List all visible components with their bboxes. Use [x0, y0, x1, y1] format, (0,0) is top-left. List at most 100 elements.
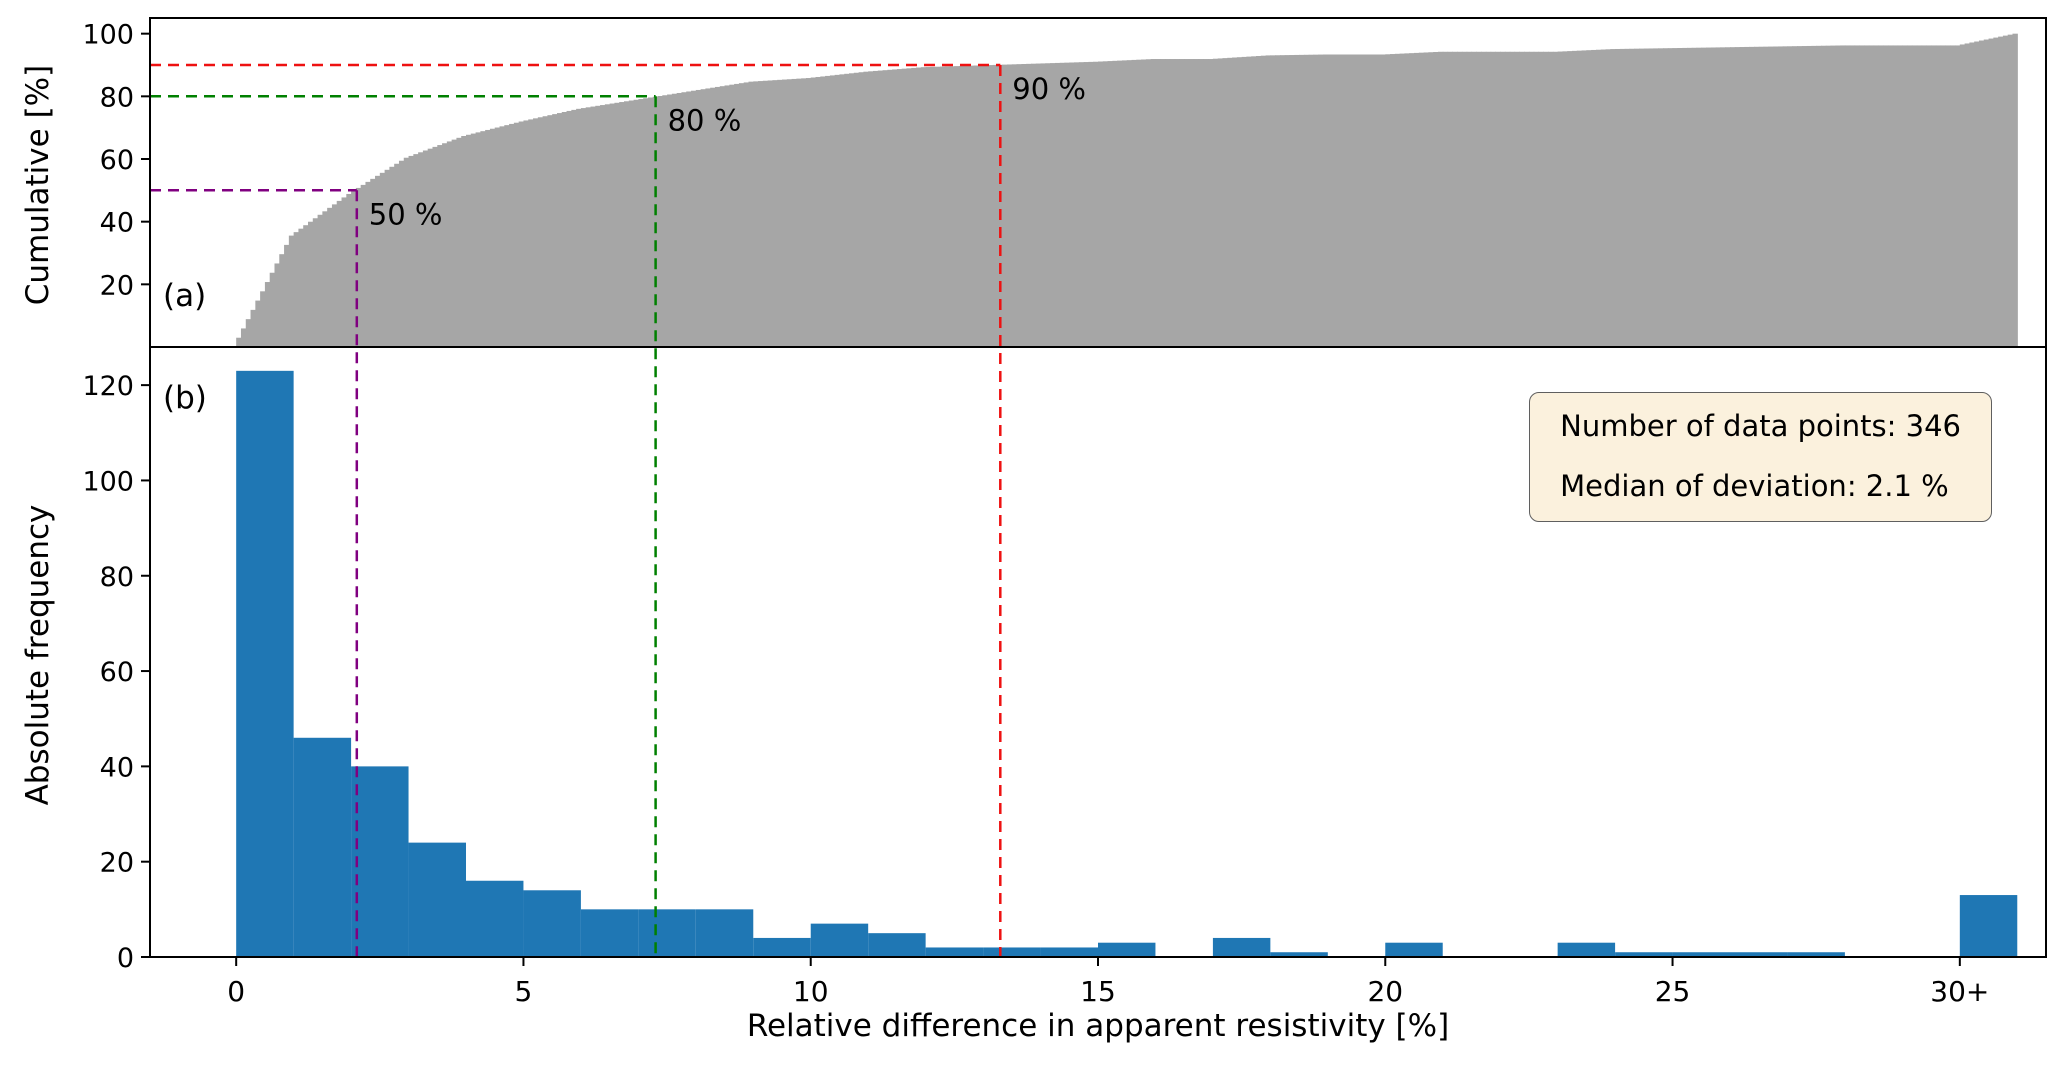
- cumulative-step: [1342, 54, 1348, 347]
- cumulative-step: [1806, 45, 1812, 347]
- histogram-bar: [638, 909, 696, 957]
- cumulative-step: [1227, 57, 1233, 347]
- cumulative-step: [1653, 48, 1659, 347]
- cumulative-step: [1533, 51, 1540, 347]
- cumulative-step: [1370, 54, 1377, 347]
- cumulative-step: [1619, 48, 1626, 347]
- cumulative-step: [513, 122, 520, 347]
- cumulative-step: [963, 65, 970, 347]
- cumulative-step: [422, 150, 429, 347]
- cumulative-step: [710, 87, 716, 347]
- cumulative-step: [494, 127, 501, 347]
- cumulative-step: [1509, 51, 1516, 347]
- cumulative-step: [552, 114, 558, 347]
- histogram-bar: [293, 737, 352, 957]
- cumulative-step: [820, 76, 826, 348]
- histogram-bar: [1212, 937, 1271, 957]
- cumulative-step: [1418, 52, 1425, 348]
- cumulative-step: [1093, 61, 1099, 348]
- histogram-bar: [523, 890, 581, 957]
- cumulative-step: [1591, 49, 1597, 347]
- cumulative-step: [1476, 51, 1482, 347]
- histogram-bar: [1040, 947, 1098, 957]
- cumulative-step: [1112, 60, 1118, 347]
- cumulative-step: [288, 235, 295, 347]
- percentile-markers: [150, 63, 1002, 957]
- histogram-bar: [1730, 952, 1788, 957]
- cumulative-step: [734, 83, 740, 348]
- cumulative-step: [1993, 37, 1999, 348]
- cumulative-step: [1313, 54, 1319, 348]
- cumulative-step: [1686, 47, 1693, 347]
- cumulative-step: [389, 166, 395, 347]
- cumulative-step: [1452, 51, 1458, 347]
- cumulative-step: [279, 254, 285, 347]
- cumulative-step: [1672, 48, 1678, 347]
- y-tick-label: 80: [100, 562, 134, 593]
- cumulative-step: [1466, 51, 1473, 347]
- cumulative-step: [1035, 63, 1042, 348]
- cumulative-step: [250, 309, 256, 347]
- x-tick-label: 25: [1655, 975, 1691, 1008]
- cumulative-step: [1543, 51, 1549, 347]
- cumulative-step: [1610, 49, 1616, 348]
- cumulative-step: [925, 67, 932, 348]
- cumulative-step: [949, 66, 955, 348]
- cumulative-step: [1241, 56, 1248, 347]
- cumulative-step: [485, 129, 491, 347]
- cumulative-step: [992, 64, 999, 347]
- cumulative-step: [1787, 46, 1793, 348]
- cumulative-step: [576, 108, 582, 347]
- cumulative-step: [1595, 49, 1602, 348]
- cumulative-step: [724, 85, 730, 347]
- cumulative-step: [1217, 58, 1224, 348]
- cumulative-step: [1758, 46, 1765, 347]
- cumulative-step: [466, 134, 472, 347]
- cumulative-step: [1639, 48, 1645, 348]
- y-tick-label: 60: [100, 657, 134, 688]
- cumulative-step: [1260, 55, 1267, 347]
- cumulative-step: [1131, 59, 1137, 348]
- cumulative-step: [877, 70, 884, 347]
- cumulative-step: [604, 104, 611, 347]
- cumulative-step: [518, 121, 525, 347]
- cumulative-step: [829, 75, 836, 348]
- cumulative-step: [1744, 46, 1750, 347]
- cumulative-step: [1308, 54, 1315, 347]
- cumulative-step: [1356, 54, 1362, 347]
- cumulative-step: [1399, 53, 1406, 348]
- cumulative-step: [566, 110, 572, 347]
- cumulative-step: [1394, 53, 1401, 347]
- y-tick-label: 40: [100, 208, 134, 239]
- cumulative-step: [1797, 46, 1803, 348]
- cumulative-step: [245, 319, 252, 347]
- y-tick-label: 20: [100, 848, 134, 879]
- cumulative-step: [662, 95, 668, 347]
- cumulative-step: [1682, 47, 1688, 348]
- cumulative-step: [1045, 63, 1051, 347]
- percentile-label-80: 80 %: [668, 103, 742, 137]
- cumulative-step: [1696, 47, 1702, 347]
- cumulative-step: [1007, 64, 1013, 348]
- cumulative-step: [657, 96, 663, 347]
- cumulative-step: [1327, 54, 1334, 347]
- cumulative-step: [2007, 34, 2014, 348]
- cumulative-step: [906, 68, 912, 347]
- cumulative-step: [762, 80, 769, 347]
- cumulative-step: [418, 152, 424, 347]
- cumulative-step: [1294, 54, 1300, 347]
- cumulative-step: [1615, 48, 1621, 348]
- cumulative-step: [528, 119, 534, 348]
- cumulative-step: [973, 65, 979, 347]
- cumulative-step: [1840, 45, 1846, 347]
- histogram-bars: [236, 370, 2018, 958]
- annotation-median-deviation: Median of deviation: 2.1 %: [1560, 468, 1949, 503]
- cumulative-step: [1567, 51, 1573, 347]
- cumulative-step: [767, 80, 774, 348]
- cumulative-step: [1404, 53, 1410, 348]
- cumulative-step: [892, 69, 898, 347]
- cumulative-step: [1768, 46, 1774, 347]
- cumulative-step: [1126, 60, 1133, 347]
- y-tick-label: 0: [117, 943, 134, 974]
